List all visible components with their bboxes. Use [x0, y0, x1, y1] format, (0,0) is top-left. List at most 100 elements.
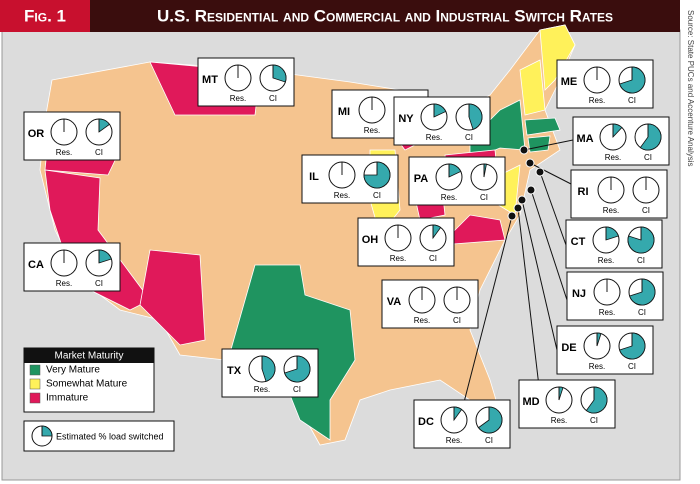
state-name: CT [571, 236, 586, 248]
state-nh-vt [519, 59, 546, 116]
ci-label: CI [644, 153, 652, 162]
state-card: MD Res. CI [518, 379, 616, 429]
state-name: OH [362, 234, 379, 246]
ci-label: CI [638, 308, 646, 317]
source-note: Source: State PUCs and Accenture Analysi… [686, 10, 695, 167]
state-name: IL [309, 171, 319, 183]
state-card: NJ Res. CI [566, 271, 664, 321]
connector-dot [517, 195, 527, 205]
state-name: NY [398, 113, 414, 125]
state-name: NJ [572, 288, 586, 300]
ci-label: CI [485, 436, 493, 445]
res-label: Res. [605, 153, 621, 162]
ci-label: CI [642, 206, 650, 215]
state-name: DE [561, 342, 576, 354]
state-ma [524, 117, 561, 136]
res-label: Res. [364, 126, 380, 135]
state-name: MA [576, 133, 593, 145]
legend-swatch [29, 392, 41, 404]
res-label: Res. [589, 362, 605, 371]
res-label: Res. [589, 96, 605, 105]
pie-slice [272, 64, 287, 83]
res-label: Res. [254, 385, 270, 394]
state-ct-ri [527, 135, 551, 153]
state-name: TX [227, 365, 242, 377]
ci-label: CI [293, 385, 301, 394]
connector [517, 207, 541, 396]
state-name: ME [561, 76, 578, 88]
state-name: VA [387, 296, 402, 308]
ci-label: CI [628, 96, 636, 105]
legend-label: Very Mature [46, 365, 100, 376]
state-card: OR Res. CI [23, 111, 121, 161]
legend-swatch [29, 364, 41, 376]
legend-label: Immature [46, 393, 89, 404]
state-card: NY Res. CI [393, 96, 491, 146]
figure-badge [0, 0, 90, 32]
state-name: DC [418, 416, 434, 428]
state-card: ME Res. CI [556, 59, 654, 109]
legend-label: Somewhat Mature [46, 379, 128, 390]
res-label: Res. [603, 206, 619, 215]
res-label: Res. [551, 416, 567, 425]
res-label: Res. [426, 133, 442, 142]
connector-dot [519, 145, 529, 155]
state-name: MD [522, 396, 539, 408]
ci-label: CI [453, 316, 461, 325]
legend-title: Market Maturity [55, 351, 124, 362]
ci-label: CI [465, 133, 473, 142]
connector-dot [526, 185, 536, 195]
pie-slice [639, 123, 662, 151]
res-label: Res. [598, 256, 614, 265]
pie-slice [477, 406, 503, 434]
connector [529, 162, 574, 186]
connector [530, 189, 568, 301]
state-card: VA Res. CI [381, 279, 479, 329]
res-label: Res. [56, 279, 72, 288]
state-card: CT Res. CI [565, 219, 663, 269]
state-name: CA [28, 259, 44, 271]
ci-label: CI [429, 254, 437, 263]
legend: Market Maturity Very Mature Somewhat Matur… [23, 347, 175, 452]
state-card: MA Res. CI [572, 116, 670, 166]
connector [461, 215, 513, 411]
state-cards: MT Res. CI MI Res. CI NY Res. CI ME Res. CI OR Res. CI… [23, 57, 670, 449]
state-card: RI Res. CI [570, 169, 668, 219]
ci-label: CI [628, 362, 636, 371]
state-card: TX Res. CI [221, 348, 319, 398]
state-card: PA Res. CI [408, 156, 506, 206]
state-ca [44, 169, 151, 311]
state-card: DE Res. CI [556, 325, 654, 375]
res-label: Res. [446, 436, 462, 445]
connector-dot [507, 211, 517, 221]
legend-title-bg [24, 348, 154, 363]
header-bar [0, 0, 680, 32]
state-name: MT [202, 74, 218, 86]
connector [521, 199, 558, 351]
ci-label: CI [590, 416, 598, 425]
pie-slice [468, 103, 483, 130]
connector-dot [513, 203, 523, 213]
connector-dot [535, 167, 545, 177]
res-label: Res. [414, 316, 430, 325]
state-name: OR [28, 128, 45, 140]
state-name: RI [578, 186, 589, 198]
res-label: Res. [334, 191, 350, 200]
pie-slice [585, 386, 608, 414]
res-label: Res. [441, 193, 457, 202]
state-name: PA [414, 173, 429, 185]
ci-label: CI [480, 193, 488, 202]
ci-label: CI [269, 94, 277, 103]
state-va [438, 214, 506, 246]
res-label: Res. [230, 94, 246, 103]
figure-label: Fig. 1 [24, 6, 66, 25]
ci-label: CI [95, 148, 103, 157]
state-az [139, 249, 206, 346]
ci-label: CI [95, 279, 103, 288]
state-card: IL Res. CI [301, 154, 399, 204]
ci-label: CI [637, 256, 645, 265]
state-card: MT Res. CI [197, 57, 295, 107]
res-label: Res. [599, 308, 615, 317]
ci-label: CI [373, 191, 381, 200]
